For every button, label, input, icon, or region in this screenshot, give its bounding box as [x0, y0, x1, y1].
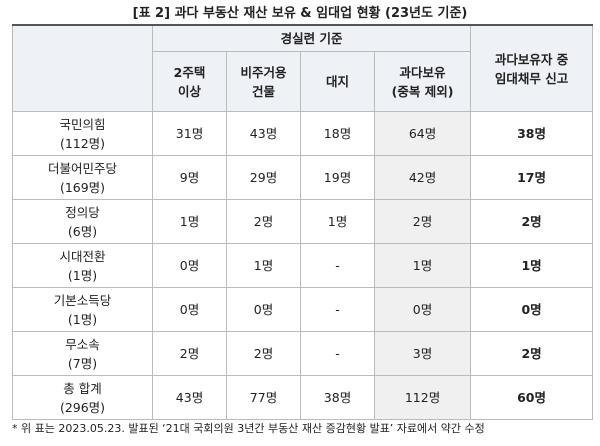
cell-line: (6명) — [67, 223, 98, 239]
table-body: 경실련 기준 과다보유자 중 임대채무 신고 2주택 이상 비주거용 건물 대지 과다보유 (중복… — [12, 24, 594, 420]
cell-line: (중복 제외) — [391, 83, 454, 99]
table: 경실련 기준 과다보유자 중 임대채무 신고 2주택 이상 비주거용 건물 대지 과다보유 (중복… — [12, 24, 594, 420]
data-cell: 38명 — [300, 375, 375, 420]
data-cell: 2명 — [373, 199, 472, 244]
cell-line: 시대전환 — [59, 248, 106, 264]
cell-line: (1명) — [67, 311, 98, 327]
data-row: 기본소득당 (1명) 0명 0명 -0명 0명 — [12, 287, 594, 332]
data-row: 더불어민주당 (169명) 9명 29명 19명 42명 17명 — [12, 155, 594, 200]
cell-line: 정의당 — [65, 204, 100, 220]
data-cell: 0명 — [470, 287, 594, 332]
cell-line: 비주거용 — [240, 64, 287, 80]
data-cell: 1명 — [300, 199, 375, 244]
cell-line: (7명) — [67, 355, 98, 371]
data-row: 시대전환 (1명) 0명 1명 -1명 1명 — [12, 243, 594, 288]
cell-line: 더불어민주당 — [47, 160, 117, 176]
data-cell: 43명 — [226, 111, 301, 156]
data-cell: 17명 — [470, 155, 594, 200]
cell-line: 과다보유자 중 — [494, 51, 569, 67]
data-cell: 2명 — [152, 331, 227, 376]
cell-line: 국민의힘 — [59, 116, 106, 132]
cell-line: 무소속 — [65, 336, 100, 352]
data-row: 국민의힘 (112명) 31명 43명 18명 64명 38명 — [12, 111, 594, 156]
footnote: * 위 표는 2023.05.23. 발표된 ‘21대 국회의원 3년간 부동산… — [12, 422, 485, 435]
party-cell: 국민의힘 (112명) — [12, 111, 153, 156]
cell-line: 기본소득당 — [53, 292, 112, 308]
party-cell: 총 합계 (296명) — [12, 375, 153, 420]
cell-line: (169명) — [59, 179, 106, 195]
data-cell: 29명 — [226, 155, 301, 200]
party-cell: 무소속 (7명) — [12, 331, 153, 376]
data-cell: - — [300, 331, 375, 376]
data-row: 총 합계 (296명) 43명 77명 38명 112명 60명 — [12, 375, 594, 420]
party-cell: 기본소득당 (1명) — [12, 287, 153, 332]
data-cell: 42명 — [373, 155, 472, 200]
cell-line: 총 합계 — [63, 380, 102, 396]
cell-line: (1명) — [67, 267, 98, 283]
data-cell: 64명 — [373, 111, 472, 156]
data-cell: - — [300, 287, 375, 332]
data-cell: 9명 — [152, 155, 227, 200]
party-cell: 더불어민주당 (169명) — [12, 155, 153, 200]
data-cell: 0명 — [152, 287, 227, 332]
data-cell: 1명 — [152, 199, 227, 244]
header-cell: 과다보유 (중복 제외) — [373, 51, 472, 112]
data-cell: 0명 — [373, 287, 472, 332]
cell-line: 과다보유 — [399, 64, 446, 80]
cell-line: 임대채무 신고 — [494, 70, 569, 86]
cell-line: 건물 — [251, 83, 275, 99]
data-cell: 0명 — [152, 243, 227, 288]
table-title: [표 2] 과다 부동산 재산 보유 & 임대업 현황 (23년도 기준) — [132, 6, 468, 21]
data-cell: 0명 — [226, 287, 301, 332]
header-group: 경실련 기준 — [151, 24, 472, 52]
data-cell: 2명 — [470, 199, 594, 244]
data-cell: 60명 — [470, 375, 594, 420]
data-row: 정의당 (6명) 1명 2명 1명 2명 2명 — [12, 199, 594, 244]
party-cell: 정의당 (6명) — [12, 199, 153, 244]
data-cell: 2명 — [226, 199, 301, 244]
data-cell: 1명 — [470, 243, 594, 288]
cell-line: 2주택 — [173, 64, 206, 80]
data-cell: 1명 — [226, 243, 301, 288]
cell-line: 대지 — [325, 74, 349, 89]
party-cell: 시대전환 (1명) — [12, 243, 153, 288]
data-cell: 2명 — [226, 331, 301, 376]
cell-line: (112명) — [59, 135, 106, 151]
header-cell — [12, 24, 153, 112]
data-cell: 18명 — [300, 111, 375, 156]
data-cell: 38명 — [470, 111, 594, 156]
data-cell: - — [300, 243, 375, 288]
header-cell: 대지 — [300, 51, 375, 112]
data-row: 무소속 (7명) 2명 2명 -3명 2명 — [12, 331, 594, 376]
data-cell: 112명 — [373, 375, 472, 420]
cell-line: 이상 — [177, 83, 201, 99]
data-cell: 43명 — [152, 375, 227, 420]
cell-line: (296명) — [59, 399, 106, 415]
data-cell: 77명 — [226, 375, 301, 420]
data-cell: 1명 — [373, 243, 472, 288]
data-cell: 3명 — [373, 331, 472, 376]
data-cell: 31명 — [152, 111, 227, 156]
data-cell: 19명 — [300, 155, 375, 200]
data-cell: 2명 — [470, 331, 594, 376]
header-row: 2주택 이상 비주거용 건물 대지 과다보유 (중복 제외) — [13, 51, 593, 112]
